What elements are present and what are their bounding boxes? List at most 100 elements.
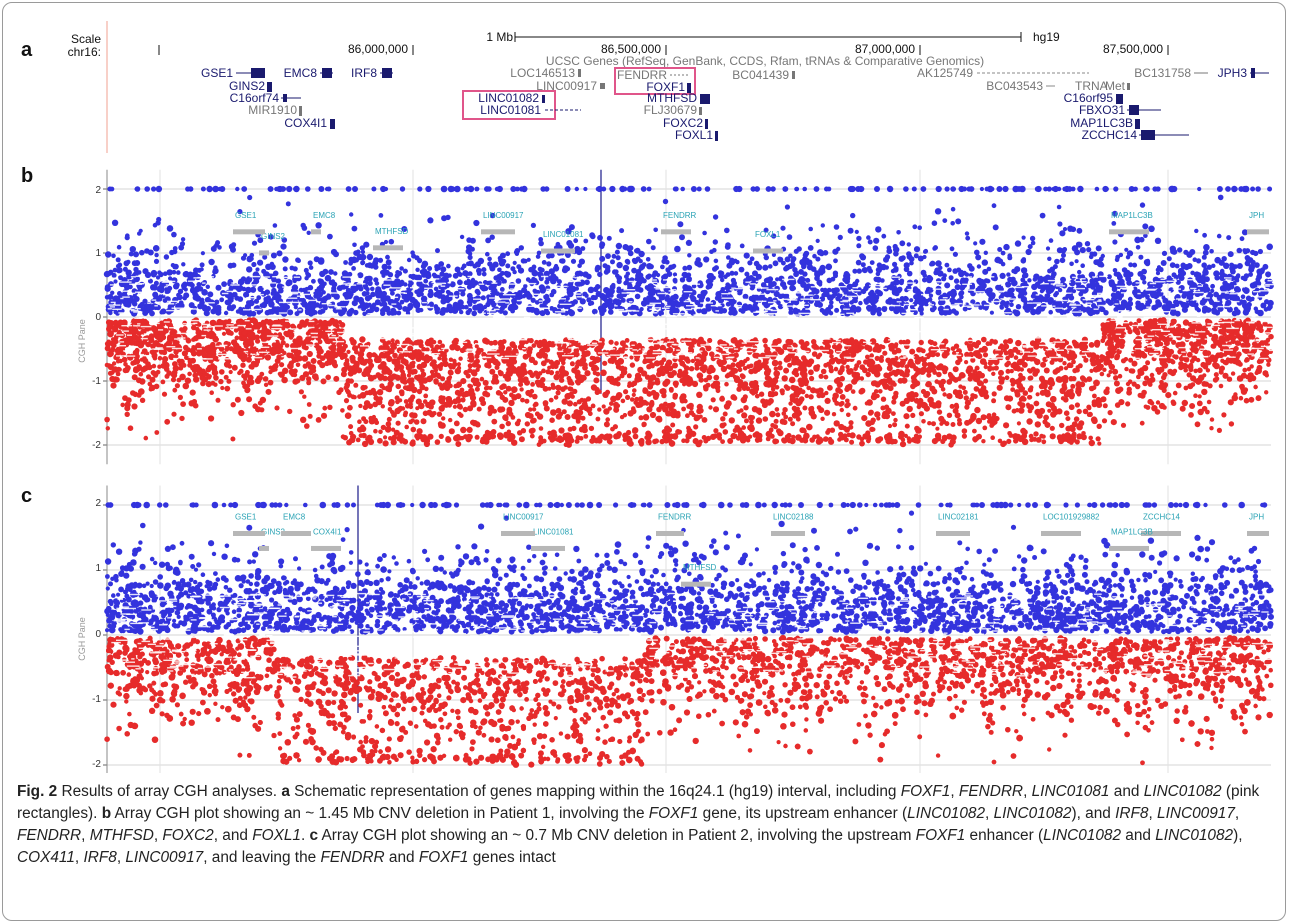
coord-label-2: 86,500,000 xyxy=(601,42,661,56)
cgh-point-loss xyxy=(898,430,905,438)
cgh-point-loss xyxy=(816,392,822,399)
cgh-point-loss xyxy=(1048,385,1053,391)
cgh-point-gain xyxy=(251,240,258,246)
cgh-point-loss xyxy=(1222,372,1229,379)
cgh-point-loss xyxy=(179,373,186,381)
cgh-point-gain xyxy=(807,245,814,251)
cgh-point-loss xyxy=(1113,375,1119,381)
cgh-point-loss xyxy=(731,337,738,343)
cgh-point-loss xyxy=(456,381,462,388)
cgh-point-loss xyxy=(393,366,400,372)
cgh-point-loss xyxy=(295,378,301,384)
cgh-point-loss xyxy=(891,369,897,376)
cgh-point-loss xyxy=(114,376,120,383)
cgh-point-loss xyxy=(722,429,729,435)
cgh-point-loss xyxy=(936,409,943,415)
cgh-point-loss xyxy=(774,374,779,380)
cgh-point-loss xyxy=(1137,392,1143,398)
cgh-point-loss xyxy=(1189,403,1196,409)
cgh-point-loss xyxy=(795,434,802,441)
cgh-point-loss xyxy=(862,367,868,374)
cgh-point-loss xyxy=(1069,424,1075,430)
cgh-point-loss xyxy=(931,388,938,395)
cgh-point-loss xyxy=(1113,380,1120,387)
cgh-point-loss xyxy=(563,385,568,390)
cgh-point-loss xyxy=(773,366,778,371)
cgh-point-loss xyxy=(770,387,776,392)
cgh-point-gain xyxy=(640,186,647,192)
cgh-point-loss xyxy=(636,342,642,349)
cgh-point-loss xyxy=(831,412,837,417)
cgh-point-loss xyxy=(350,339,357,346)
cgh-point-loss xyxy=(1201,381,1208,387)
cgh-point-loss xyxy=(135,341,141,346)
cgh-point-loss xyxy=(348,424,354,430)
cgh-point-loss xyxy=(255,359,260,365)
cgh-point-gain xyxy=(1160,260,1167,266)
cgh-point-loss xyxy=(518,368,525,375)
cgh-point-loss xyxy=(325,374,332,381)
cgh-point-loss xyxy=(415,339,422,346)
cgh-point-gain xyxy=(572,299,578,305)
cgh-point-loss xyxy=(818,373,824,379)
cgh-point-loss xyxy=(659,365,665,371)
cgh-point-loss xyxy=(476,406,482,412)
cgh-point-loss xyxy=(590,384,598,391)
cgh-point-gain xyxy=(1077,185,1084,193)
cgh-point-loss xyxy=(1077,363,1083,369)
cgh-point-loss xyxy=(522,376,529,383)
cgh-point-loss xyxy=(407,386,413,392)
cgh-point-loss xyxy=(287,352,293,358)
cgh-point-loss xyxy=(1197,394,1202,399)
cgh-point-loss xyxy=(547,430,552,436)
cgh-point-loss xyxy=(701,417,708,423)
cgh-point-loss xyxy=(917,401,922,407)
cgh-point-loss xyxy=(629,362,636,368)
cgh-point-loss xyxy=(952,377,959,383)
cgh-point-loss xyxy=(1014,391,1021,398)
cgh-point-loss xyxy=(211,332,217,338)
cgh-point-loss xyxy=(1088,439,1096,447)
cgh-point-loss xyxy=(1047,377,1054,384)
cgh-point-loss xyxy=(694,365,700,371)
cgh-point-loss xyxy=(1221,412,1227,418)
cgh-point-gain xyxy=(935,278,942,284)
cgh-point-loss xyxy=(356,367,363,374)
cgh-point-loss xyxy=(463,369,469,376)
cgh-point-loss xyxy=(588,425,595,432)
cgh-point-loss xyxy=(538,435,544,441)
cgh-point-loss xyxy=(869,426,875,432)
cgh-point-loss xyxy=(209,390,214,395)
cgh-point-loss xyxy=(452,404,457,409)
cgh-point-gain xyxy=(606,235,612,241)
cgh-point-loss xyxy=(946,393,953,400)
cgh-point-loss xyxy=(467,363,473,369)
cgh-point-loss xyxy=(287,362,294,370)
cgh-point-loss xyxy=(245,370,250,375)
cgh-point-loss xyxy=(187,359,193,364)
cgh-point-loss xyxy=(622,413,628,418)
cgh-point-loss xyxy=(320,412,328,419)
cgh-point-loss xyxy=(1188,412,1194,418)
cgh-point-loss xyxy=(1181,399,1189,407)
cgh-point-loss xyxy=(499,406,506,413)
cgh-point-loss xyxy=(1201,405,1208,412)
cgh-point-loss xyxy=(378,429,383,435)
cgh-point-loss xyxy=(818,407,825,414)
cgh-point-loss xyxy=(369,438,374,444)
cgh-point-loss xyxy=(964,360,969,365)
cgh-point-loss xyxy=(685,358,691,364)
cgh-point-loss xyxy=(872,380,878,386)
cgh-point-loss xyxy=(774,407,780,412)
cgh-point-loss xyxy=(331,346,337,352)
cgh-point-loss xyxy=(1206,399,1212,405)
cgh-point-loss xyxy=(149,376,156,383)
cgh-point-loss xyxy=(306,402,312,407)
cgh-point-loss xyxy=(524,421,530,427)
cgh-point-loss xyxy=(288,368,296,376)
cgh-point-loss xyxy=(1052,369,1059,375)
cgh-point-loss xyxy=(1242,367,1248,373)
cgh-point-loss xyxy=(1043,367,1050,374)
cgh-point-loss xyxy=(811,351,818,357)
gene-c16orf74: C16orf74 xyxy=(230,91,301,105)
